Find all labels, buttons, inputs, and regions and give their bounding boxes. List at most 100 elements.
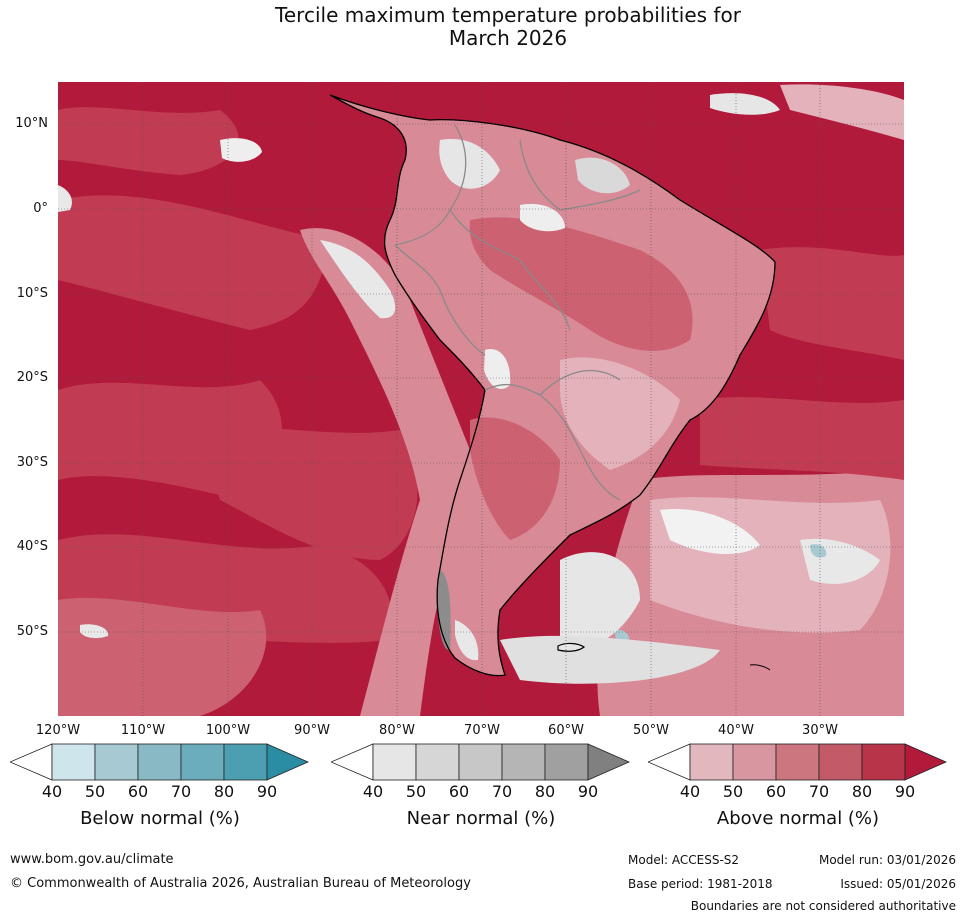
base-period: Base period: 1981-2018 <box>628 877 773 891</box>
atlantic-near-normal <box>560 552 640 648</box>
near-normal-patch <box>780 84 904 140</box>
colorbar-segment <box>818 743 863 781</box>
colorbar-segment <box>861 743 906 781</box>
colorbar <box>331 743 630 781</box>
colorbar-segment <box>223 743 268 781</box>
below-normal-patch <box>810 544 827 558</box>
land-near-normal <box>484 349 511 390</box>
map-title: Tercile maximum temperature probabilitie… <box>0 4 965 50</box>
tick-label: 70 <box>491 782 513 801</box>
near-normal-patch <box>220 138 262 162</box>
disclaimer: Boundaries are not considered authoritat… <box>690 899 956 913</box>
tick-label: 90 <box>256 782 278 801</box>
land-near-normal-dark <box>437 570 451 651</box>
lon-label-50w: 50°W <box>633 723 669 738</box>
near-normal-patch <box>320 240 396 319</box>
legend-title: Near normal (%) <box>406 808 556 829</box>
title-line-1: Tercile maximum temperature probabilitie… <box>275 3 741 27</box>
tick-label: 80 <box>534 782 556 801</box>
pacific-band <box>58 195 330 330</box>
probability-map <box>58 82 904 716</box>
lon-label-90w: 90°W <box>294 723 330 738</box>
coastal-band <box>300 228 470 716</box>
atlantic-near-normal <box>660 509 760 555</box>
colorbar-segment <box>10 743 53 781</box>
issued-date: Issued: 05/01/2026 <box>840 877 956 891</box>
lat-label-40s: 40°S <box>16 539 48 554</box>
lon-label-80w: 80°W <box>379 723 415 738</box>
land-near-normal <box>439 139 500 189</box>
colorbar <box>10 743 309 781</box>
lat-label-50s: 50°S <box>16 624 48 639</box>
lat-label-0: 0° <box>33 201 48 216</box>
colorbar-segment <box>775 743 820 781</box>
model-run: Model run: 03/01/2026 <box>818 853 956 867</box>
colorbar-segment <box>94 743 139 781</box>
lon-label-70w: 70°W <box>464 723 500 738</box>
colorbar-segment <box>51 743 96 781</box>
lon-label-60w: 60°W <box>548 723 584 738</box>
tick-label: 60 <box>127 782 149 801</box>
lat-label-30s: 30°S <box>16 455 48 470</box>
colorbar-segment <box>266 743 309 781</box>
legend-title: Above normal (%) <box>716 808 880 829</box>
graticule <box>58 82 904 716</box>
colorbar-segment <box>689 743 734 781</box>
tick-label: 40 <box>679 782 701 801</box>
legend-title: Below normal (%) <box>80 808 240 829</box>
country-borders <box>394 124 641 501</box>
atlantic-band <box>760 247 904 360</box>
tick-label: 60 <box>765 782 787 801</box>
tick-label: 40 <box>41 782 63 801</box>
tick-label: 70 <box>808 782 830 801</box>
coastline <box>329 94 776 677</box>
falkland-islands <box>557 642 586 652</box>
near-normal-patch <box>58 185 72 212</box>
colorbar-segment <box>587 743 630 781</box>
lon-label-30w: 30°W <box>802 723 838 738</box>
colorbar-segment <box>331 743 374 781</box>
title-line-2: March 2026 <box>448 26 568 50</box>
tick-label: 80 <box>851 782 873 801</box>
lon-label-40w: 40°W <box>718 723 754 738</box>
lon-label-110w: 110°W <box>120 723 166 738</box>
near-normal-patch <box>710 93 780 115</box>
tick-label: 90 <box>894 782 916 801</box>
atlantic-near-normal <box>500 635 720 684</box>
land-above-50 <box>560 357 680 470</box>
near-normal-patch <box>80 624 109 639</box>
tick-label: 90 <box>577 782 599 801</box>
copyright: © Commonwealth of Australia 2026, Austra… <box>10 876 471 891</box>
pacific-band <box>200 427 418 560</box>
tick-label: 50 <box>405 782 427 801</box>
tick-label: 80 <box>213 782 235 801</box>
legend-above-normal: 40 50 60 70 80 90 Above normal (%) <box>648 742 948 829</box>
colorbar-segment <box>180 743 225 781</box>
tick-label: 70 <box>170 782 192 801</box>
model-name: Model: ACCESS-S2 <box>628 853 740 867</box>
atlantic-band <box>700 397 904 480</box>
land-near-normal <box>520 203 565 232</box>
lon-label-100w: 100°W <box>205 723 251 738</box>
tick-label: 40 <box>362 782 384 801</box>
colorbar-segment <box>904 743 947 781</box>
land-above-70 <box>469 217 693 351</box>
pacific-band <box>58 597 267 716</box>
land-above-70 <box>470 417 560 540</box>
colorbar-segment <box>648 743 691 781</box>
tick-label: 50 <box>722 782 744 801</box>
colorbar-segment <box>137 743 182 781</box>
colorbar <box>648 743 947 781</box>
legend-below-normal: 40 50 60 70 80 90 Below normal (%) <box>10 742 310 829</box>
lat-label-20s: 20°S <box>16 370 48 385</box>
colorbar-segment <box>501 743 546 781</box>
website-link[interactable]: www.bom.gov.au/climate <box>10 852 174 867</box>
island <box>749 664 771 671</box>
lat-label-10n: 10°N <box>15 116 48 131</box>
colorbar-segment <box>372 743 417 781</box>
colorbar-segment <box>415 743 460 781</box>
south-america-land <box>330 95 775 676</box>
colorbar-segment <box>732 743 777 781</box>
colorbar-segment <box>544 743 589 781</box>
colorbar-segment <box>458 743 503 781</box>
